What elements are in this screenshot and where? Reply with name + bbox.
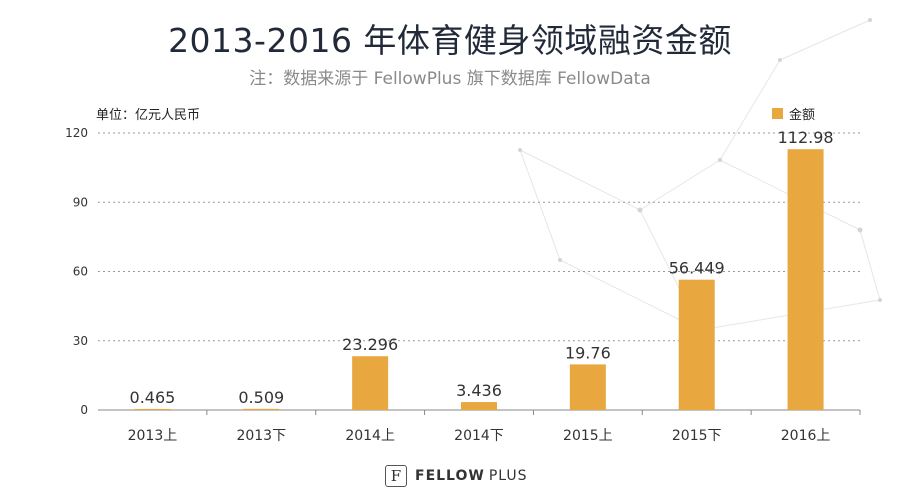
unit-label: 单位：亿元人民币 — [96, 108, 201, 123]
legend: 金额 — [771, 104, 815, 123]
x-tick-label: 2014下 — [454, 428, 504, 444]
bar — [569, 364, 606, 410]
data-label: 0.465 — [130, 388, 176, 407]
footer-logo: F FELLOW PLUS — [385, 465, 528, 487]
x-tick-label: 2015下 — [672, 428, 722, 444]
bar — [134, 408, 171, 410]
x-tick-label: 2013下 — [236, 428, 286, 444]
brand-name-light: PLUS — [488, 468, 528, 484]
bar — [678, 279, 715, 410]
y-tick-label: 90 — [73, 195, 88, 209]
x-tick-label: 2014上 — [345, 428, 395, 444]
chart-title: 2013-2016 年体育健身领域融资金额 — [168, 21, 732, 60]
legend-swatch — [771, 108, 783, 119]
data-label: 0.509 — [238, 388, 284, 407]
y-tick-label: 60 — [73, 265, 88, 279]
y-tick-label: 30 — [73, 334, 88, 348]
data-label: 23.296 — [342, 335, 398, 354]
y-tick-label: 120 — [65, 126, 88, 140]
brand-name: FELLOW PLUS — [415, 468, 528, 484]
data-label: 19.76 — [565, 343, 611, 362]
bar — [243, 408, 280, 410]
legend-label: 金额 — [788, 108, 815, 123]
brand-name-bold: FELLOW — [415, 468, 485, 484]
fellowplus-logo-icon: F — [385, 465, 407, 487]
data-label: 112.98 — [778, 128, 834, 147]
bar — [787, 149, 824, 410]
data-label: 3.436 — [456, 381, 502, 400]
bar — [352, 356, 389, 410]
chart-subtitle: 注：数据来源于 FellowPlus 旗下数据库 FellowData — [249, 69, 651, 89]
x-tick-label: 2015上 — [563, 428, 613, 444]
data-label: 56.449 — [669, 259, 725, 278]
x-tick-label: 2016上 — [781, 428, 831, 444]
y-tick-label: 0 — [80, 403, 88, 417]
bar — [461, 402, 497, 410]
x-tick-label: 2013上 — [128, 428, 178, 444]
